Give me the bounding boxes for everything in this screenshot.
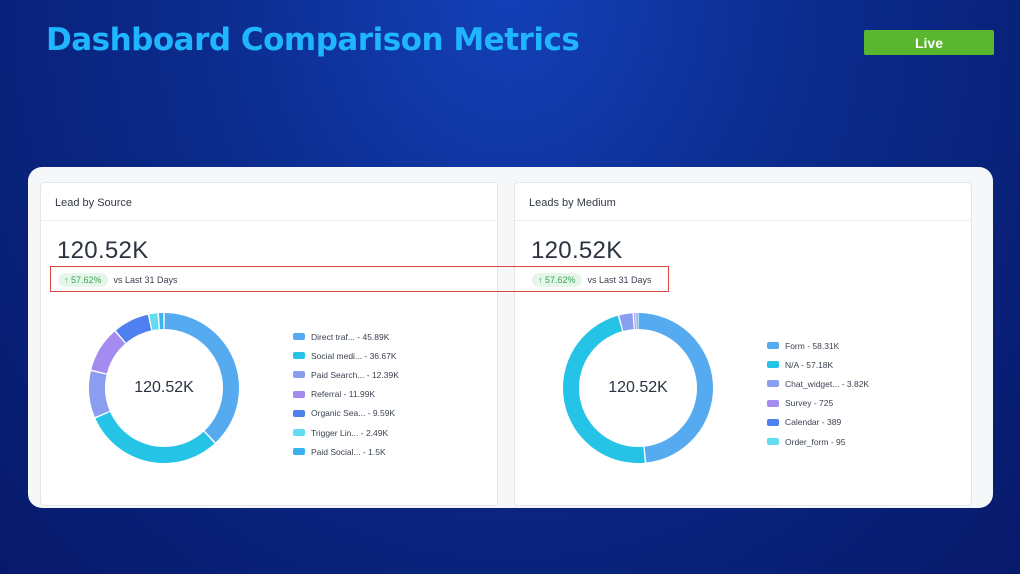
dashboard-panel: Lead by Source 120.52K ↑ 57.62% vs Last …	[28, 167, 993, 508]
donut-slice-5[interactable]	[115, 314, 152, 343]
legend-swatch	[293, 371, 305, 379]
legend-item[interactable]: Trigger Lin... - 2.49K	[293, 423, 399, 442]
total-leads-value: 120.52K	[531, 237, 623, 264]
legend-swatch	[293, 352, 305, 360]
donut-slice-7[interactable]	[158, 313, 164, 330]
legend-item[interactable]: Referral - 11.99K	[293, 385, 399, 404]
legend-label: Form - 58.31K	[785, 340, 840, 351]
legend-label: Calendar - 389	[785, 417, 842, 428]
legend-item[interactable]: Organic Sea... - 9.59K	[293, 404, 399, 423]
page-title: Dashboard Comparison Metrics	[46, 22, 580, 58]
donut-slice-6[interactable]	[637, 313, 639, 330]
legend-label: Trigger Lin... - 2.49K	[311, 427, 389, 438]
legend-label: Social medi... - 36.67K	[311, 350, 397, 361]
donut-slice-4[interactable]	[91, 331, 126, 374]
legend-label: Referral - 11.99K	[311, 389, 376, 400]
card-title: Leads by Medium	[515, 183, 971, 221]
legend-label: Order_form - 95	[785, 436, 846, 447]
legend-item[interactable]: Direct traf... - 45.89K	[293, 327, 399, 346]
legend-label: Organic Sea... - 9.59K	[311, 408, 396, 419]
donut-slice-1[interactable]	[638, 313, 714, 463]
donut-chart-svg	[89, 313, 239, 463]
legend-swatch	[293, 333, 305, 341]
legend-label: Direct traf... - 45.89K	[311, 331, 390, 342]
legend-item[interactable]: Paid Social... - 1.5K	[293, 442, 399, 461]
lead-by-source-card: Lead by Source 120.52K ↑ 57.62% vs Last …	[40, 182, 498, 506]
legend-item[interactable]: Calendar - 389	[767, 413, 869, 432]
legend-label: N/A - 57.18K	[785, 359, 834, 370]
donut-chart: 120.52K	[81, 305, 247, 471]
legend-label: Chat_widget... - 3.82K	[785, 378, 870, 389]
donut-chart: 120.52K	[555, 305, 721, 471]
legend-swatch	[767, 418, 779, 426]
donut-slice-5[interactable]	[636, 313, 638, 330]
legend-label: Survey - 725	[785, 398, 834, 409]
donut-slice-4[interactable]	[634, 313, 636, 330]
card-title: Lead by Source	[41, 183, 497, 221]
legend-item[interactable]: Social medi... - 36.67K	[293, 346, 399, 365]
legend-swatch	[293, 390, 305, 398]
legend-swatch	[293, 429, 305, 437]
legend-swatch	[293, 448, 305, 456]
legend-item[interactable]: Survey - 725	[767, 394, 869, 413]
legend-item[interactable]: Chat_widget... - 3.82K	[767, 374, 869, 393]
trend-change-badge: ↑ 57.62%	[58, 273, 108, 287]
legend-item[interactable]: N/A - 57.18K	[767, 355, 869, 374]
trend-change-badge: ↑ 57.62%	[532, 273, 582, 287]
trend-comparison-label: vs Last 31 Days	[113, 275, 178, 285]
legend-label: Paid Search... - 12.39K	[311, 369, 399, 380]
total-leads-value: 120.52K	[57, 237, 149, 264]
live-status-badge: Live	[864, 30, 994, 55]
leads-by-medium-card: Leads by Medium 120.52K ↑ 57.62% vs Last…	[514, 182, 972, 506]
legend-item[interactable]: Paid Search... - 12.39K	[293, 365, 399, 384]
donut-slice-2[interactable]	[95, 411, 215, 463]
donut-slice-2[interactable]	[563, 315, 645, 463]
donut-center-label: 120.52K	[134, 379, 194, 396]
donut-slice-3[interactable]	[89, 371, 110, 418]
donut-slice-6[interactable]	[149, 313, 159, 331]
legend-swatch	[767, 399, 779, 407]
legend-item[interactable]: Order_form - 95	[767, 432, 869, 451]
legend-swatch	[767, 438, 779, 446]
legend-item[interactable]: Form - 58.31K	[767, 336, 869, 355]
trend-comparison-label: vs Last 31 Days	[587, 275, 652, 285]
donut-slice-3[interactable]	[619, 313, 634, 331]
legend-swatch	[293, 409, 305, 417]
legend-swatch	[767, 342, 779, 350]
chart-legend: Form - 58.31K N/A - 57.18K Chat_widget... …	[767, 336, 869, 451]
trend-row: ↑ 57.62% vs Last 31 Days	[532, 273, 652, 287]
legend-swatch	[767, 361, 779, 369]
legend-swatch	[767, 380, 779, 388]
trend-row: ↑ 57.62% vs Last 31 Days	[58, 273, 178, 287]
legend-label: Paid Social... - 1.5K	[311, 446, 386, 457]
chart-legend: Direct traf... - 45.89K Social medi... - …	[293, 327, 399, 461]
donut-slice-1[interactable]	[164, 313, 239, 443]
donut-center-label: 120.52K	[608, 379, 668, 396]
donut-chart-svg	[563, 313, 714, 463]
